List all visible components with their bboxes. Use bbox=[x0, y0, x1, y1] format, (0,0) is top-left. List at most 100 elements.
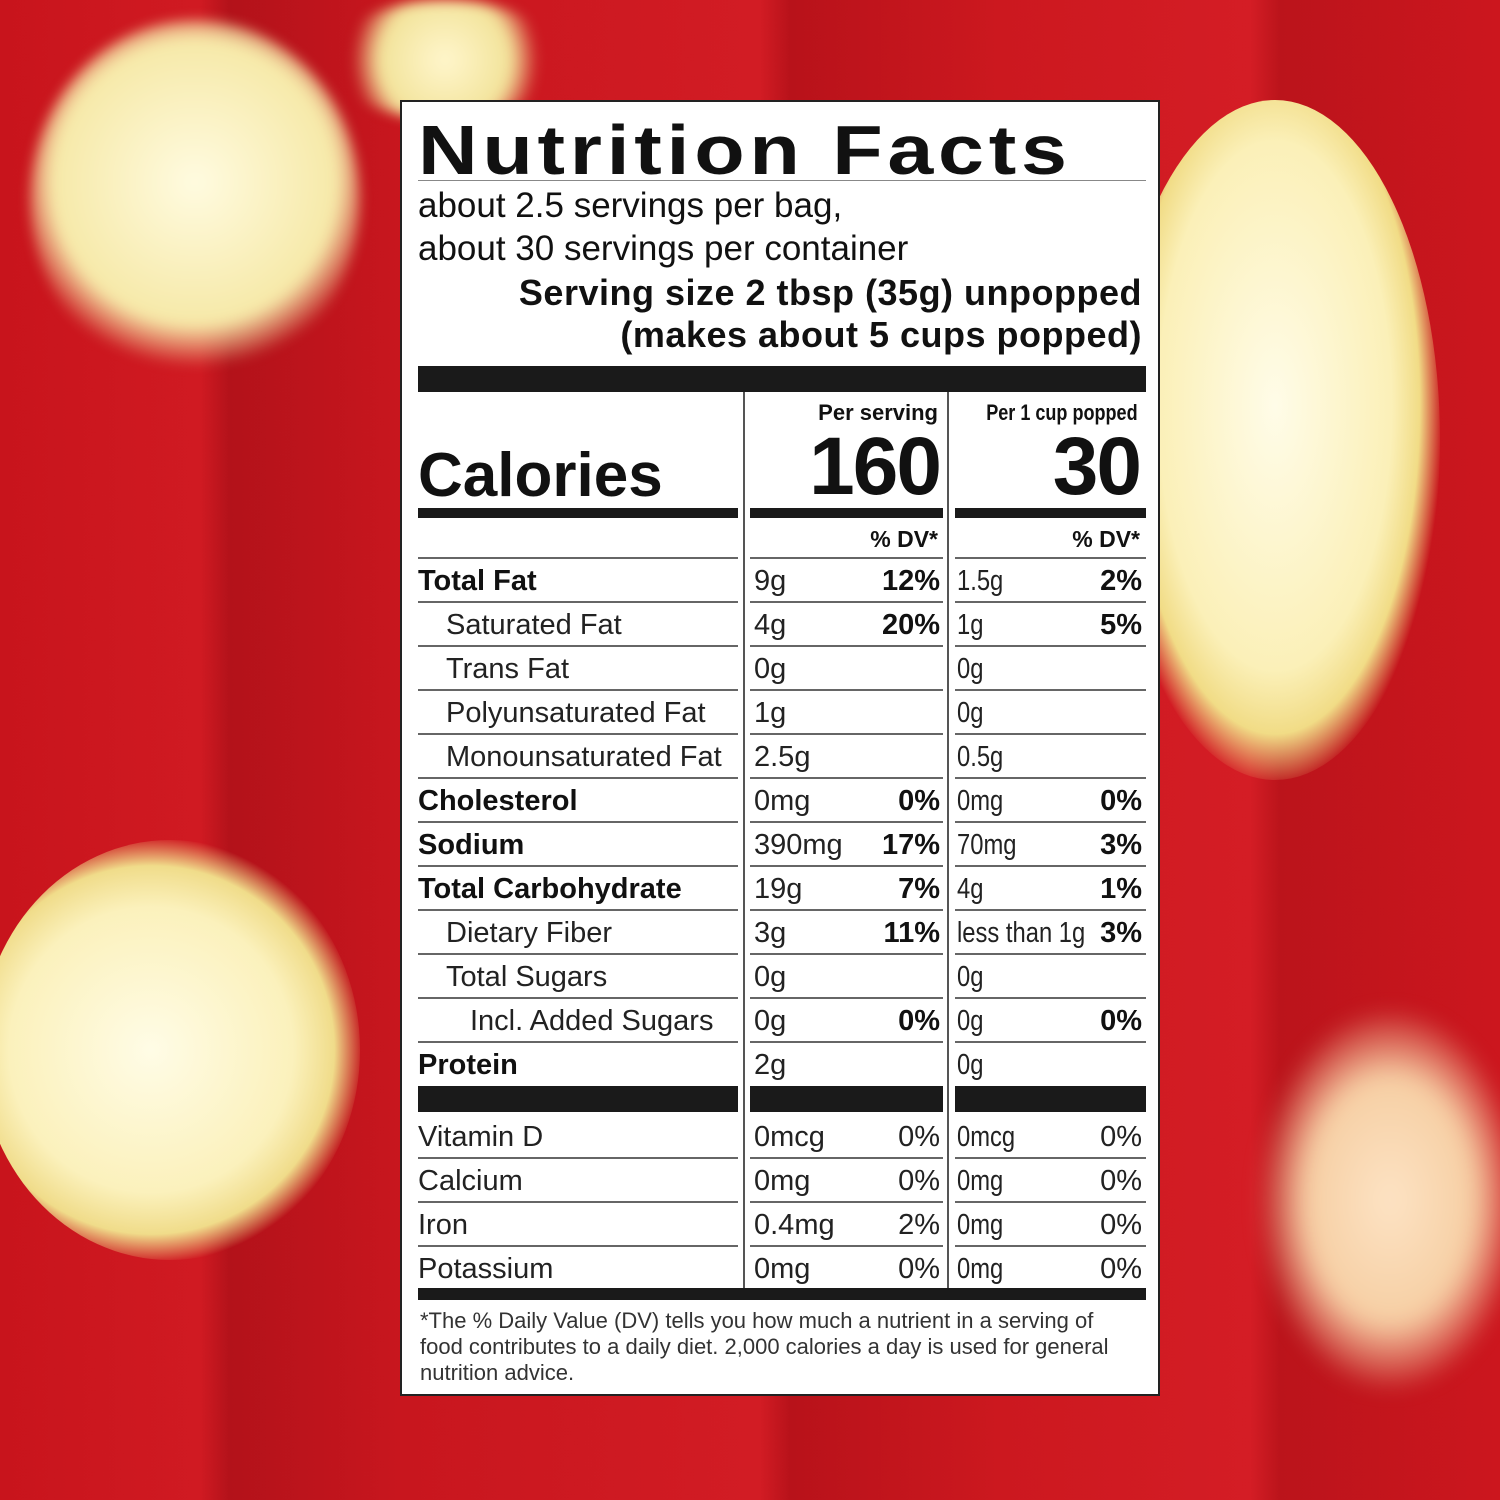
dv-per-cup: 0% bbox=[1100, 1253, 1142, 1285]
popcorn-image bbox=[30, 20, 360, 380]
amount-per-cup: 0g bbox=[957, 1043, 989, 1087]
thick-divider bbox=[955, 1086, 1146, 1112]
amount-per-serving: 0mg bbox=[754, 1165, 811, 1197]
row-divider bbox=[750, 557, 943, 559]
row-divider bbox=[418, 821, 738, 823]
popcorn-image bbox=[0, 840, 360, 1260]
amount-per-cup: 1g bbox=[957, 603, 989, 647]
amount-per-serving: 0g bbox=[754, 1005, 787, 1037]
nutrient-name: Potassium bbox=[418, 1253, 554, 1285]
amount-per-cup-text: 1.5g bbox=[957, 565, 1004, 597]
dv-per-cup: 2% bbox=[1100, 565, 1142, 597]
amount-per-serving: 1g bbox=[754, 697, 787, 729]
amount-per-cup-text: 1g bbox=[957, 609, 984, 641]
row-divider bbox=[418, 1041, 738, 1043]
row-divider bbox=[750, 909, 943, 911]
nutrient-name: Cholesterol bbox=[418, 785, 578, 817]
row-divider bbox=[955, 689, 1146, 691]
row-divider bbox=[955, 1245, 1146, 1247]
nutrient-name: Total Sugars bbox=[446, 961, 608, 993]
row-divider bbox=[955, 865, 1146, 867]
amount-per-serving: 0g bbox=[754, 961, 787, 993]
calories-per-serving: 160 bbox=[809, 421, 942, 512]
nutrient-name: Vitamin D bbox=[418, 1121, 544, 1153]
amount-per-cup-text: 4g bbox=[957, 873, 984, 905]
dv-per-serving: 7% bbox=[898, 873, 940, 905]
amount-per-cup-text: 0mg bbox=[957, 785, 1004, 817]
serving-size-popped: (makes about 5 cups popped) bbox=[620, 314, 1142, 355]
row-divider bbox=[955, 1157, 1146, 1159]
row-divider bbox=[955, 1201, 1146, 1203]
amount-per-cup-text: 0g bbox=[957, 1049, 984, 1081]
row-divider bbox=[955, 777, 1146, 779]
amount-per-cup-text: 0mg bbox=[957, 1165, 1004, 1197]
nutrient-name: Total Fat bbox=[418, 565, 537, 597]
servings-per-container: about 30 servings per container bbox=[418, 229, 909, 268]
per-cup-header-text: Per 1 cup popped bbox=[986, 400, 1138, 425]
popcorn-image bbox=[1110, 100, 1440, 780]
amount-per-cup: 0.5g bbox=[957, 735, 1013, 779]
amount-per-cup: 0g bbox=[957, 999, 989, 1043]
row-divider bbox=[750, 1041, 943, 1043]
nutrition-facts-label: Nutrition Facts about 2.5 servings per b… bbox=[400, 100, 1160, 1396]
amount-per-cup: 0mg bbox=[957, 1203, 1013, 1247]
amount-per-cup: 4g bbox=[957, 867, 989, 911]
row-divider bbox=[418, 1201, 738, 1203]
nutrient-name: Sodium bbox=[418, 829, 525, 861]
row-divider bbox=[955, 997, 1146, 999]
amount-per-serving: 390mg bbox=[754, 829, 843, 861]
label-title: Nutrition Facts bbox=[418, 111, 1072, 189]
amount-per-cup-text: 0.5g bbox=[957, 741, 1004, 773]
dv-per-cup: 1% bbox=[1100, 873, 1142, 905]
amount-per-cup: 1.5g bbox=[957, 559, 1013, 603]
row-divider bbox=[418, 865, 738, 867]
row-divider bbox=[955, 909, 1146, 911]
nutrient-name: Incl. Added Sugars bbox=[470, 1005, 714, 1037]
amount-per-cup: 0mg bbox=[957, 1247, 1013, 1291]
calories-per-cup: 30 bbox=[1052, 421, 1142, 512]
amount-per-cup-text: 0g bbox=[957, 653, 984, 685]
amount-per-cup-text: 0mcg bbox=[957, 1121, 1016, 1153]
dv-per-cup: 0% bbox=[1100, 1005, 1142, 1037]
amount-per-cup-text: 0mg bbox=[957, 1209, 1004, 1241]
dv-per-serving: 0% bbox=[898, 1005, 940, 1037]
row-divider bbox=[418, 689, 738, 691]
nutrient-name: Dietary Fiber bbox=[446, 917, 612, 949]
row-divider bbox=[750, 1201, 943, 1203]
dv-per-cup: 5% bbox=[1100, 609, 1142, 641]
amount-per-cup: 0g bbox=[957, 691, 989, 735]
amount-per-serving: 4g bbox=[754, 609, 787, 641]
amount-per-cup: 70mg bbox=[957, 823, 1030, 867]
calories-divider bbox=[750, 508, 943, 518]
nutrient-name: Trans Fat bbox=[446, 653, 570, 685]
row-divider bbox=[750, 865, 943, 867]
dv-per-serving: 2% bbox=[898, 1209, 940, 1241]
calories-label: Calories bbox=[418, 441, 663, 510]
dv-per-cup: 0% bbox=[1100, 785, 1142, 817]
amount-per-cup: 0mg bbox=[957, 1159, 1013, 1203]
per-cup-header: Per 1 cup popped bbox=[953, 400, 1138, 426]
amount-per-serving: 2g bbox=[754, 1049, 787, 1081]
amount-per-serving: 0.4mg bbox=[754, 1209, 835, 1241]
row-divider bbox=[418, 601, 738, 603]
nutrient-name: Monounsaturated Fat bbox=[446, 741, 722, 773]
amount-per-cup-text: less than 1g bbox=[957, 917, 1086, 949]
dv-per-serving: 11% bbox=[883, 917, 940, 949]
nutrient-name: Protein bbox=[418, 1049, 518, 1081]
row-divider bbox=[955, 733, 1146, 735]
row-divider bbox=[955, 601, 1146, 603]
row-divider bbox=[750, 689, 943, 691]
dv-per-cup: 3% bbox=[1100, 917, 1142, 949]
row-divider bbox=[955, 645, 1146, 647]
amount-per-cup-text: 0g bbox=[957, 697, 984, 729]
row-divider bbox=[750, 1157, 943, 1159]
dv-header: % DV* bbox=[1072, 526, 1140, 552]
amount-per-cup: 0g bbox=[957, 955, 989, 999]
amount-per-cup: 0mcg bbox=[957, 1115, 1028, 1159]
amount-per-cup-text: 0mg bbox=[957, 1253, 1004, 1285]
calories-divider bbox=[955, 508, 1146, 518]
servings-per-bag: about 2.5 servings per bag, bbox=[418, 186, 843, 225]
row-divider bbox=[955, 557, 1146, 559]
dv-per-cup: 3% bbox=[1100, 829, 1142, 861]
thick-divider bbox=[418, 366, 1146, 392]
